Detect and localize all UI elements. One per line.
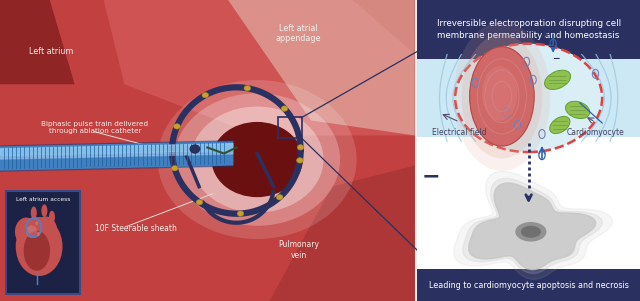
Ellipse shape <box>211 122 303 197</box>
Polygon shape <box>463 178 602 273</box>
Text: +: + <box>422 10 439 29</box>
Text: −: − <box>547 42 555 51</box>
Ellipse shape <box>461 34 542 158</box>
Ellipse shape <box>454 22 550 171</box>
Polygon shape <box>0 0 75 84</box>
Ellipse shape <box>191 107 323 213</box>
Ellipse shape <box>482 66 518 121</box>
Polygon shape <box>468 183 596 269</box>
Ellipse shape <box>30 228 33 232</box>
Ellipse shape <box>470 47 534 146</box>
Ellipse shape <box>521 226 541 238</box>
Bar <box>417 137 640 269</box>
Bar <box>417 269 640 301</box>
Ellipse shape <box>545 70 571 89</box>
Ellipse shape <box>515 222 547 241</box>
Ellipse shape <box>31 206 37 219</box>
Text: Left atrium: Left atrium <box>29 47 74 56</box>
Polygon shape <box>269 166 415 301</box>
Polygon shape <box>468 183 596 269</box>
Ellipse shape <box>202 92 209 98</box>
Text: 10F Steerable sheath: 10F Steerable sheath <box>95 224 177 233</box>
Bar <box>417 0 640 59</box>
Text: Leading to cardiomyocyte apoptosis and necrosis: Leading to cardiomyocyte apoptosis and n… <box>429 281 628 290</box>
Ellipse shape <box>172 166 178 171</box>
Text: −: − <box>421 166 440 186</box>
Ellipse shape <box>566 101 589 119</box>
Ellipse shape <box>455 44 602 152</box>
Text: +: + <box>543 30 550 39</box>
Polygon shape <box>228 0 415 135</box>
Bar <box>278 117 302 138</box>
FancyBboxPatch shape <box>6 191 80 294</box>
Ellipse shape <box>35 221 38 225</box>
Ellipse shape <box>37 232 40 236</box>
Ellipse shape <box>190 145 200 153</box>
Text: −: − <box>552 54 559 63</box>
Text: +: + <box>556 24 564 33</box>
Ellipse shape <box>35 216 57 245</box>
Text: Cardiomyocyte: Cardiomyocyte <box>566 128 625 137</box>
Text: −: − <box>563 39 570 48</box>
Text: Pulmonary
vein: Pulmonary vein <box>278 240 319 259</box>
Ellipse shape <box>297 145 304 150</box>
Ellipse shape <box>24 231 50 271</box>
Ellipse shape <box>174 93 340 226</box>
Ellipse shape <box>237 211 244 216</box>
Bar <box>417 59 640 137</box>
Text: Electrical field: Electrical field <box>432 128 487 137</box>
Ellipse shape <box>550 116 570 134</box>
Ellipse shape <box>15 218 38 246</box>
Ellipse shape <box>281 106 288 111</box>
Text: +: + <box>570 27 577 36</box>
Text: Left atrium access: Left atrium access <box>16 197 70 202</box>
Ellipse shape <box>49 211 55 223</box>
FancyBboxPatch shape <box>417 0 640 301</box>
Polygon shape <box>104 0 415 135</box>
Polygon shape <box>0 0 415 301</box>
Ellipse shape <box>16 217 63 276</box>
Text: Left atrial
appendage: Left atrial appendage <box>276 24 321 43</box>
Ellipse shape <box>26 225 37 238</box>
Ellipse shape <box>296 158 303 163</box>
Ellipse shape <box>196 200 203 205</box>
Ellipse shape <box>244 85 251 91</box>
Ellipse shape <box>276 194 283 200</box>
Ellipse shape <box>42 204 47 217</box>
Polygon shape <box>454 171 612 279</box>
Text: Biphasic pulse train delivered
through ablation catheter: Biphasic pulse train delivered through a… <box>42 121 148 135</box>
Ellipse shape <box>157 80 356 239</box>
Ellipse shape <box>173 124 180 129</box>
Text: Irreversible electroporation disrupting cell
membrane permeability and homeostas: Irreversible electroporation disrupting … <box>436 19 621 40</box>
